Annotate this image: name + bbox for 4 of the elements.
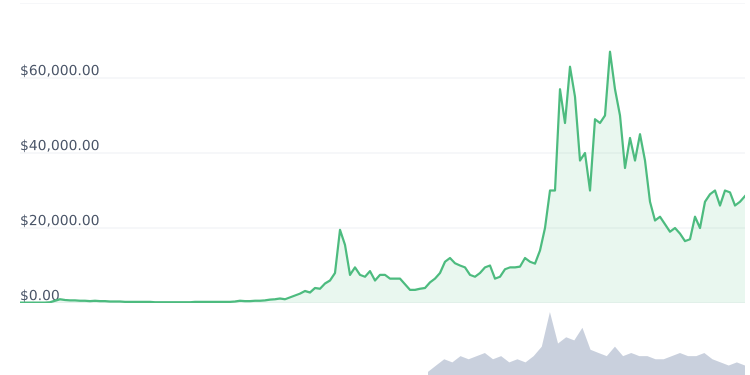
y-tick-label: $20,000.00 <box>21 214 99 228</box>
y-tick-label: $60,000.00 <box>21 64 99 78</box>
y-tick-label: $0.00 <box>21 290 59 302</box>
y-tick-label: $40,000.00 <box>21 140 99 152</box>
